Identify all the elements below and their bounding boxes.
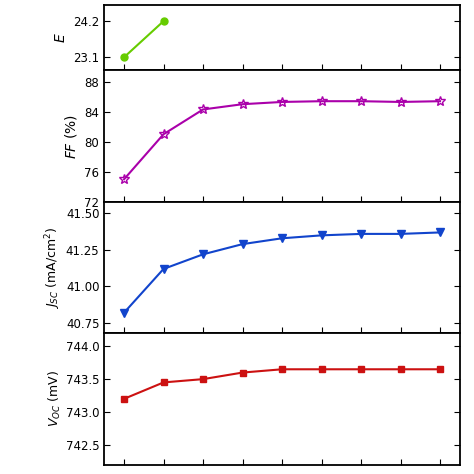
Y-axis label: $V_{OC}$ (mV): $V_{OC}$ (mV) [47, 370, 63, 428]
Y-axis label: $FF$ (%): $FF$ (%) [63, 114, 79, 159]
Y-axis label: $J_{SC}$ (mA/cm$^2$): $J_{SC}$ (mA/cm$^2$) [44, 226, 63, 309]
Y-axis label: $E$: $E$ [54, 32, 68, 43]
